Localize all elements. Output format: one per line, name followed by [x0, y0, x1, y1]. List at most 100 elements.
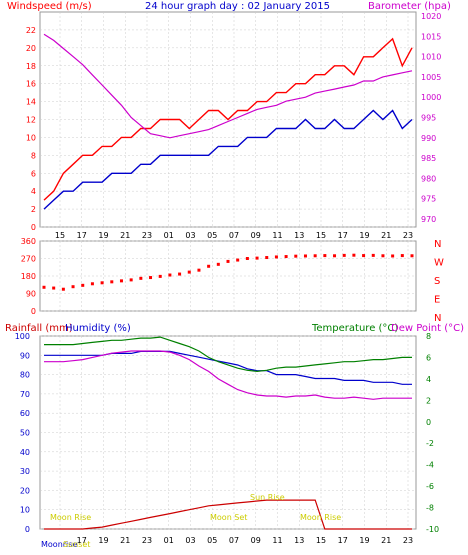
- wind-x-tick-label: 15: [316, 231, 326, 240]
- dir-point: [149, 276, 153, 280]
- dir-point: [371, 253, 375, 257]
- temp-right-tick-label: -10: [426, 525, 439, 534]
- dir-point: [42, 285, 46, 289]
- baro-right-tick-label: 1005: [421, 73, 441, 82]
- baro-right-tick-label: 970: [421, 215, 436, 224]
- wind-left-tick-label: 12: [26, 116, 36, 125]
- baro-right-tick-label: 1015: [421, 32, 441, 41]
- wind-left-tick-label: 18: [26, 62, 36, 71]
- temp-right-tick-label: -2: [426, 439, 434, 448]
- hum-left-tick-label: 0: [25, 525, 30, 534]
- dir-left-tick-label: 360: [21, 237, 36, 246]
- temp-right-tick-label: -6: [426, 482, 434, 491]
- chart-marks: 0246810121416182022970975980985990995100…: [15, 12, 444, 545]
- dir-point: [187, 270, 191, 274]
- hum-left-tick-label: 10: [20, 506, 30, 515]
- temp-right-tick-label: -4: [426, 461, 434, 470]
- wind-x-tick-label: 23: [403, 231, 413, 240]
- dir-point: [110, 280, 114, 284]
- moon-event-label: Moon Set: [210, 513, 247, 522]
- hum-x-tick-label: 05: [207, 536, 217, 545]
- hum-x-tick-label: 03: [185, 536, 195, 545]
- temp-right-tick-label: 6: [426, 353, 431, 362]
- temp-right-tick-label: -8: [426, 504, 434, 513]
- temp-right-tick-label: 2: [426, 396, 431, 405]
- dir-point: [342, 253, 346, 257]
- dir-point: [81, 283, 85, 287]
- dir-point: [216, 262, 220, 266]
- hum-left-tick-label: 50: [20, 429, 30, 438]
- hum-x-tick-label: 15: [316, 536, 326, 545]
- dir-point: [274, 255, 278, 259]
- hum-x-tick-label: 21: [120, 536, 130, 545]
- wind-left-tick-label: 0: [31, 223, 36, 232]
- wind-left-tick-label: 8: [31, 151, 36, 160]
- wind-x-tick-label: 17: [77, 231, 87, 240]
- dir-compass-label: W: [434, 258, 444, 269]
- wind-x-tick-label: 23: [142, 231, 152, 240]
- dir-point: [61, 287, 65, 291]
- avg-series-line: [43, 109, 413, 210]
- rain-series-line: [44, 499, 412, 530]
- dir-point: [178, 272, 182, 276]
- hum-x-tick-label: 17: [77, 536, 87, 545]
- dir-point: [352, 253, 356, 257]
- wind-x-tick-label: 11: [272, 231, 282, 240]
- temp-right-tick-label: 8: [426, 332, 431, 341]
- dir-point: [362, 254, 366, 258]
- wind-x-tick-label: 01: [164, 231, 174, 240]
- wind-left-tick-label: 22: [26, 26, 36, 35]
- wind-right-label: Barometer (hpa): [368, 1, 451, 12]
- hum-x-tick-label: 21: [381, 536, 391, 545]
- dir-point: [52, 286, 56, 290]
- wind-x-tick-label: 17: [338, 231, 348, 240]
- dir-point: [323, 254, 327, 258]
- hum-x-tick-label: 09: [251, 536, 261, 545]
- wind-left-tick-label: 20: [26, 44, 36, 53]
- hum-left-tick-label: 40: [20, 448, 30, 457]
- dir-compass-label: S: [434, 276, 440, 287]
- dir-point: [119, 279, 123, 283]
- baro-right-tick-label: 990: [421, 134, 436, 143]
- baro-right-tick-label: 1010: [421, 53, 441, 62]
- hum-left-tick-label: 100: [15, 332, 30, 341]
- dir-point: [303, 254, 307, 258]
- dir-point: [294, 254, 298, 258]
- wind-chart-title: 24 hour graph day : 02 January 2015: [145, 1, 330, 12]
- hum-x-tick-label: 13: [294, 536, 304, 545]
- dir-point: [226, 259, 230, 263]
- wind-left-tick-label: 4: [31, 187, 36, 196]
- dir-left-tick-label: 0: [31, 307, 36, 316]
- wind-left-tick-label: 6: [31, 169, 36, 178]
- dir-point: [333, 254, 337, 258]
- sunset-bottom-label: Sunset: [63, 540, 90, 549]
- humidity-label: Humidity (%): [65, 323, 131, 334]
- hum-x-tick-label: 17: [338, 536, 348, 545]
- hum-left-tick-label: 60: [20, 409, 30, 418]
- dir-point: [381, 254, 385, 258]
- dir-point: [129, 278, 133, 282]
- gust-series-line: [43, 37, 413, 201]
- dir-point: [168, 273, 172, 277]
- dir-compass-label: N: [434, 313, 441, 324]
- wind-left-tick-label: 16: [26, 80, 36, 89]
- hum-left-tick-label: 80: [20, 371, 30, 380]
- hum-left-tick-label: 90: [20, 351, 30, 360]
- wind-left-tick-label: 2: [31, 205, 36, 214]
- moonrise-bottom-label: Moonrise: [41, 540, 77, 549]
- dir-point: [71, 285, 75, 289]
- dir-point: [207, 264, 211, 268]
- baro-right-tick-label: 975: [421, 195, 436, 204]
- dir-point: [197, 268, 201, 272]
- dewpoint-label: Dew Point (°C): [391, 323, 464, 334]
- dir-point: [410, 254, 414, 258]
- dir-point: [284, 255, 288, 259]
- moon-event-label: Moon Rise: [300, 513, 341, 522]
- hum-x-tick-label: 19: [98, 536, 108, 545]
- dir-point: [245, 257, 249, 260]
- baro-series-line: [43, 33, 413, 139]
- temp-series-line: [44, 336, 412, 373]
- hum-x-tick-label: 19: [359, 536, 369, 545]
